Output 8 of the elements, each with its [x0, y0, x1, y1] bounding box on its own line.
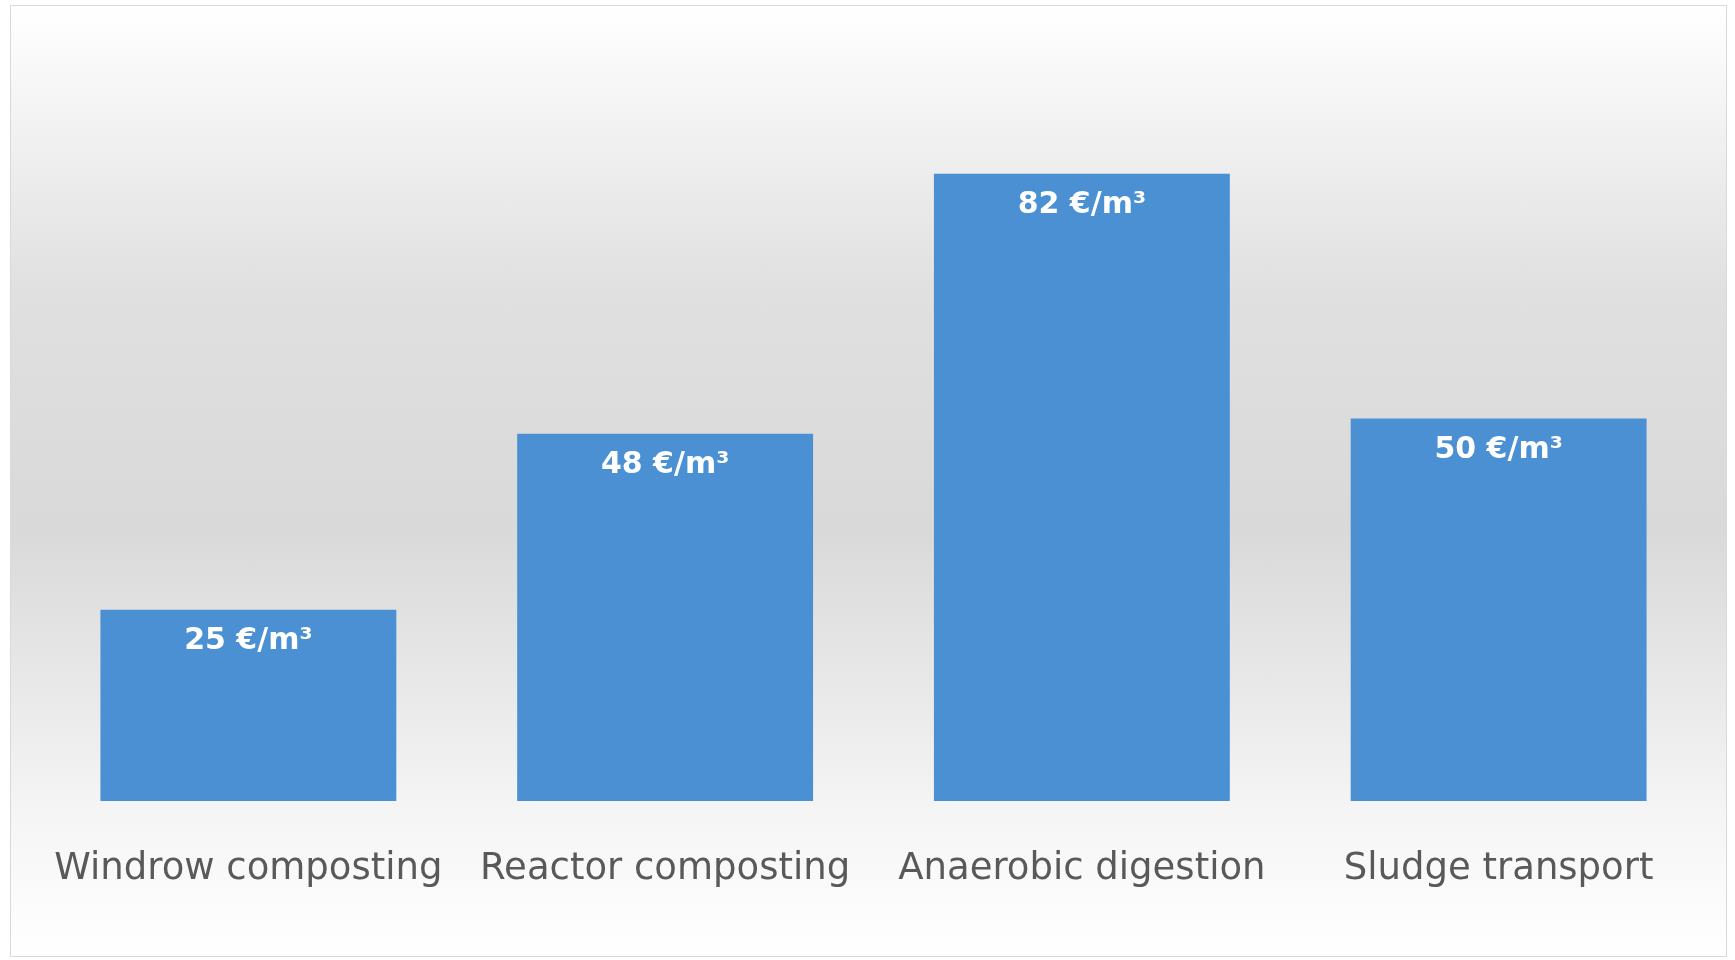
data-label: 48 €/m³	[600, 445, 730, 481]
data-label: 50 €/m³	[1434, 430, 1563, 465]
data-label: 82 €/m³	[1017, 185, 1147, 221]
x-tick-label: Sludge transport	[1343, 844, 1654, 888]
data-label: 25 €/m³	[184, 621, 313, 657]
x-tick-label: Windrow composting	[54, 844, 443, 888]
x-tick-label: Reactor composting	[480, 844, 851, 888]
x-tick-label: Anaerobic digestion	[898, 844, 1266, 888]
